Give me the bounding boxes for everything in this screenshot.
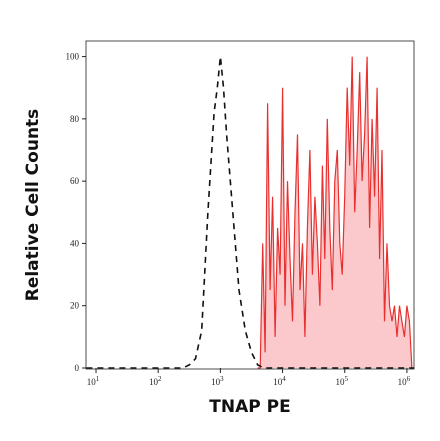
x-tick-exponent: 3 [220, 375, 224, 383]
y-tick-label: 20 [70, 301, 80, 311]
x-tick-label: 102 [149, 375, 162, 387]
y-tick-label: 60 [70, 176, 80, 186]
x-tick-exponent: 4 [282, 375, 286, 383]
x-tick-exponent: 1 [96, 375, 100, 383]
x-tick-base: 10 [273, 377, 283, 387]
y-axis-label: Relative Cell Counts [23, 109, 43, 302]
plot-frame [85, 40, 415, 370]
series-line [257, 56, 413, 369]
x-tick-label: 103 [211, 375, 224, 387]
x-tick-label: 106 [398, 375, 411, 387]
x-tick-label: 104 [273, 375, 286, 387]
x-tick-label: 105 [335, 375, 348, 387]
x-tick-exponent: 6 [407, 375, 411, 383]
x-tick-base: 10 [87, 377, 97, 387]
y-tick-label: 40 [70, 238, 80, 248]
series-area [257, 56, 412, 368]
y-tick-label: 100 [66, 52, 80, 62]
x-tick-label: 101 [87, 375, 100, 387]
x-tick-base: 10 [335, 377, 345, 387]
y-tick-label: 80 [70, 114, 80, 124]
x-tick-exponent: 5 [344, 375, 348, 383]
x-axis-label: TNAP PE [209, 397, 290, 417]
x-tick-base: 10 [398, 377, 408, 387]
x-tick-exponent: 2 [158, 375, 162, 383]
series-line [86, 56, 414, 369]
x-tick-base: 10 [149, 377, 159, 387]
x-tick-base: 10 [211, 377, 221, 387]
y-tick-label: 0 [75, 363, 80, 373]
